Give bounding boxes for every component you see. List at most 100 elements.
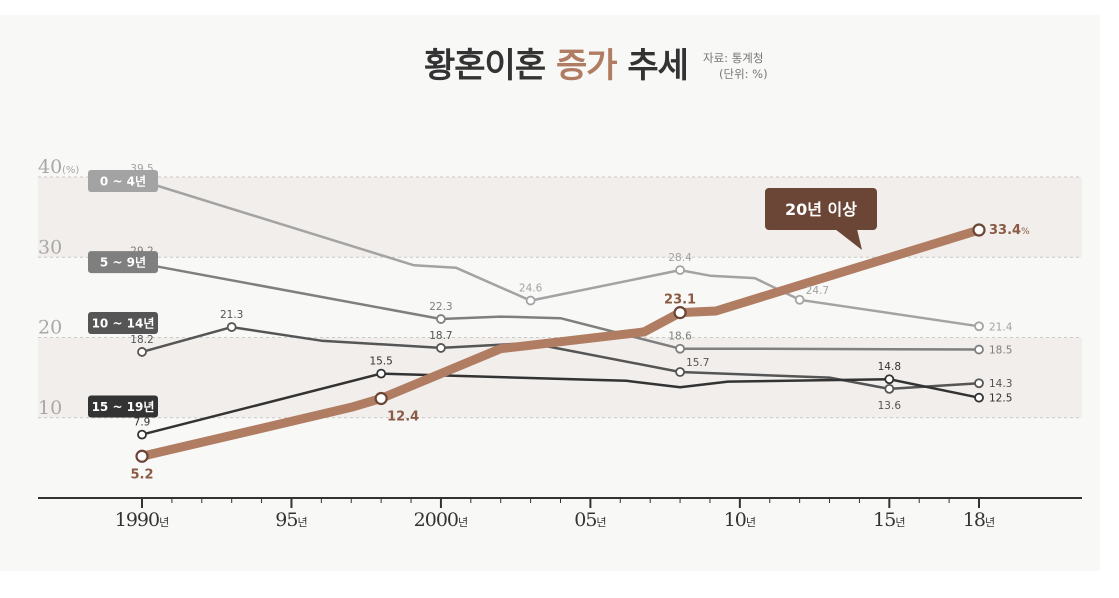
data-label-value: 24.6 <box>519 283 543 295</box>
series-line <box>137 225 984 461</box>
legend-label: 0 ~ 4년 <box>100 175 146 189</box>
source-note: 자료: 통계청 (단위: %) <box>703 50 768 82</box>
data-label-value: 21.3 <box>220 309 243 321</box>
data-point <box>972 223 986 237</box>
data-label: 24.6 <box>519 283 543 295</box>
x-tick-value: 95 <box>275 509 297 531</box>
data-label-value: 5.2 <box>130 467 153 482</box>
x-tick-suffix: 년 <box>159 516 169 529</box>
legend-label: 10 ~ 14년 <box>92 317 155 331</box>
chart-title: 황혼이혼 증가 추세 <box>424 38 689 87</box>
x-tick-label: 1990년 <box>115 509 169 531</box>
data-label: 12.4 <box>387 409 419 424</box>
data-point <box>376 368 387 379</box>
x-tick-suffix: 년 <box>458 516 468 529</box>
y-tick-label: 30 <box>38 236 62 258</box>
y-tick-label: 40 <box>38 156 62 178</box>
x-tick-label: 05년 <box>574 509 606 531</box>
data-point <box>436 343 446 353</box>
data-point <box>673 306 687 320</box>
data-point <box>525 295 536 306</box>
data-label-value: 33.4 <box>989 223 1021 238</box>
data-label: 12.5 <box>989 393 1012 405</box>
data-label: 21.3 <box>220 309 243 321</box>
data-label-value: 18.6 <box>668 331 692 343</box>
data-point <box>675 343 685 354</box>
data-label-unit: % <box>1021 227 1030 237</box>
data-label: 22.3 <box>429 301 452 313</box>
x-tick-label: 18년 <box>963 509 995 531</box>
x-tick-suffix: 년 <box>746 516 756 529</box>
data-label: 7.9 <box>134 417 151 429</box>
x-tick-suffix: 년 <box>596 516 606 529</box>
data-point <box>884 374 895 385</box>
data-label-value: 12.4 <box>387 409 419 424</box>
data-label-value: 14.8 <box>878 361 901 373</box>
x-tick-label: 95년 <box>275 509 307 531</box>
data-label-value: 7.9 <box>134 417 151 429</box>
data-label: 28.4 <box>668 252 692 264</box>
data-label: 15.7 <box>686 357 709 369</box>
data-label: 33.4% <box>989 223 1030 238</box>
data-label-value: 13.6 <box>878 400 902 412</box>
x-tick-value: 1990 <box>115 509 159 531</box>
x-tick-value: 05 <box>574 509 596 531</box>
callout-box <box>765 188 877 230</box>
data-label: 23.1 <box>664 293 696 308</box>
x-tick-suffix: 년 <box>895 516 905 529</box>
data-label-value: 12.5 <box>989 393 1012 405</box>
data-label-value: 28.4 <box>668 252 692 264</box>
data-label: 18.2 <box>130 334 153 346</box>
data-label: 21.4 <box>989 321 1013 333</box>
data-point <box>226 322 237 332</box>
callout-pointer <box>835 229 862 250</box>
data-point <box>675 367 685 377</box>
title-highlight: 증가 <box>555 46 618 86</box>
data-point <box>974 321 984 332</box>
data-label: 24.7 <box>806 285 829 297</box>
data-label-value: 18.2 <box>130 334 153 346</box>
y-tick-label: 20 <box>38 317 62 339</box>
x-tick-value: 15 <box>873 509 895 531</box>
data-label-value: 24.7 <box>806 285 829 297</box>
data-label-value: 15.7 <box>686 357 709 369</box>
data-label: 5.2 <box>130 467 153 482</box>
data-point <box>135 449 149 463</box>
data-label: 18.7 <box>429 330 452 342</box>
legend-tag <box>88 312 158 335</box>
data-label-value: 14.3 <box>989 378 1012 390</box>
y-tick-label: 10 <box>38 397 62 419</box>
data-point <box>436 314 446 324</box>
data-label: 15.5 <box>369 356 392 368</box>
data-point <box>137 347 147 357</box>
x-tick-value: 10 <box>724 509 746 531</box>
x-tick-value: 2000 <box>414 509 458 531</box>
x-tick-suffix: 년 <box>985 516 995 529</box>
chart-panel <box>0 15 1100 571</box>
callout-label: 20년 이상 <box>785 200 857 219</box>
grid-band <box>38 177 1082 258</box>
data-label: 13.6 <box>878 400 902 412</box>
legend-label: 15 ~ 19년 <box>92 400 155 414</box>
legend-tag <box>88 251 158 274</box>
data-label: 14.8 <box>878 361 901 373</box>
legend-tag <box>88 395 158 418</box>
data-label-value: 18.7 <box>429 330 452 342</box>
data-label: 14.3 <box>989 378 1012 390</box>
data-label-value: 15.5 <box>369 356 392 368</box>
title-part-2: 추세 <box>616 46 689 86</box>
data-label: 18.5 <box>989 345 1012 357</box>
x-tick-label: 2000년 <box>414 509 468 531</box>
x-tick-suffix: 년 <box>297 516 307 529</box>
x-tick-label: 10년 <box>724 509 756 531</box>
data-point <box>794 294 805 305</box>
data-label-value: 21.4 <box>989 321 1013 333</box>
data-point <box>974 378 984 389</box>
title-part-1: 황혼이혼 <box>424 46 556 86</box>
source-text: 자료: 통계청 <box>703 51 764 65</box>
data-label: 18.6 <box>668 331 692 343</box>
legend-label: 5 ~ 9년 <box>100 256 146 270</box>
data-label-value: 23.1 <box>664 293 696 308</box>
y-unit-label: (%) <box>62 165 79 176</box>
